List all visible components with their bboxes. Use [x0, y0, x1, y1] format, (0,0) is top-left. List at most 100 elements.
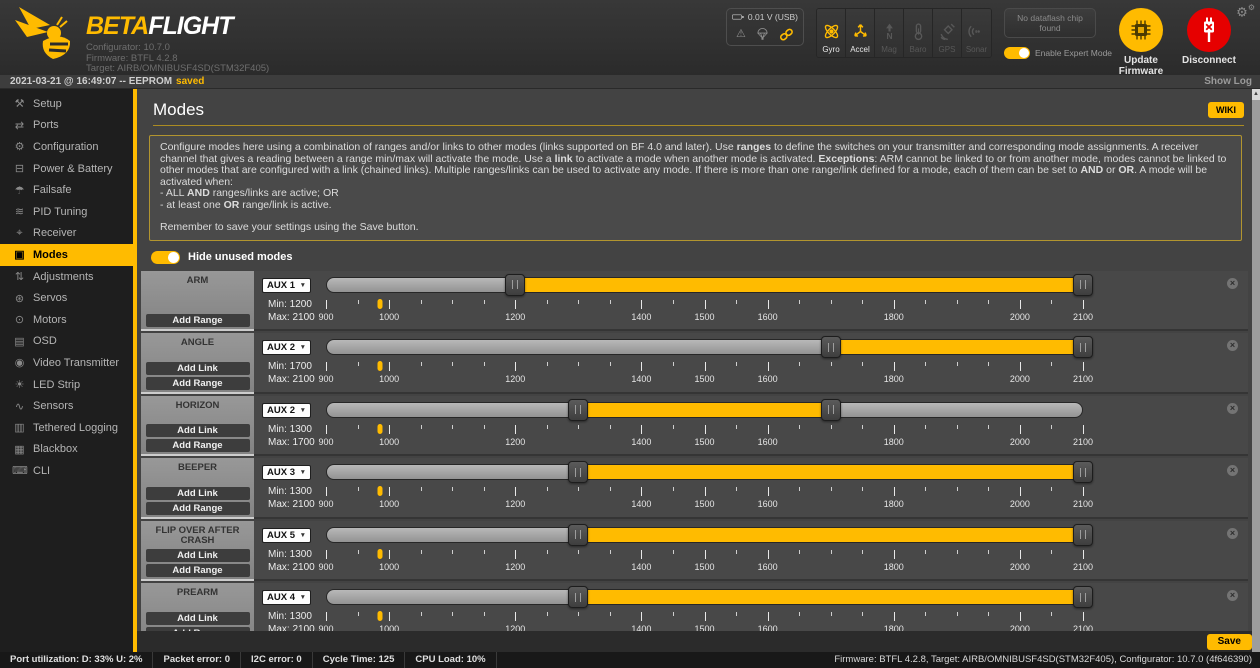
scroll-up-icon[interactable]: ▲ [1252, 89, 1260, 100]
battery-icon [732, 14, 744, 20]
add-link-button[interactable]: Add Link [145, 361, 250, 375]
slider-handle-max[interactable] [1073, 586, 1093, 608]
servos-icon: ⊛ [14, 292, 25, 305]
slider-handle-max[interactable] [1073, 461, 1093, 483]
slider-handle-min[interactable] [568, 586, 589, 608]
slider-handle-max[interactable] [1073, 273, 1093, 296]
range-slider[interactable] [326, 336, 1093, 358]
delete-range-icon[interactable]: × [1227, 277, 1238, 289]
delete-range-icon[interactable]: × [1227, 340, 1238, 351]
axis-tick [767, 612, 769, 621]
sidebar-item-failsafe[interactable]: ☂ Failsafe [0, 179, 133, 201]
sidebar-item-blackbox[interactable]: ▦ Blackbox [0, 439, 133, 461]
wiki-button[interactable]: WIKI [1208, 102, 1244, 118]
channel-value-marker [377, 361, 383, 371]
axis-tick [609, 487, 611, 491]
status-segment: Packet error: 0 [153, 652, 242, 668]
sidebar-item-ports[interactable]: ⇄ Ports [0, 115, 133, 137]
aux-channel-select[interactable]: AUX 1 ▼ [262, 277, 311, 293]
axis-tick-label: 1600 [757, 624, 778, 634]
sidebar-item-pid-tuning[interactable]: ≋ PID Tuning [0, 201, 133, 223]
slider-handle-min[interactable] [568, 398, 589, 421]
sidebar-item-receiver[interactable]: ⌖ Receiver [0, 223, 133, 245]
logo: BETAFLIGHT Configurator: 10.7.0 Firmware… [0, 0, 269, 75]
axis-tick [1019, 424, 1021, 434]
status-bar: Port utilization: D: 33% U: 2% Packet err… [0, 652, 1260, 668]
slider-handle-max[interactable] [1073, 523, 1093, 546]
aux-channel-select[interactable]: AUX 2 ▼ [262, 402, 311, 418]
axis-tick-label: 1000 [379, 311, 400, 322]
log-bar: 2021-03-21 @ 16:49:07 -- EEPROM saved Sh… [0, 75, 1260, 89]
aux-channel-select[interactable]: AUX 4 ▼ [262, 590, 311, 605]
add-range-button[interactable]: Add Range [145, 376, 250, 390]
range-slider[interactable] [326, 398, 1083, 421]
range-slider[interactable] [326, 461, 1093, 483]
vertical-scrollbar[interactable]: ▲ [1252, 89, 1260, 652]
axis-tick-label: 1600 [757, 499, 778, 509]
save-button[interactable]: Save [1206, 634, 1252, 650]
sidebar-item-cli[interactable]: ⌨ CLI [0, 460, 133, 482]
axis-tick [862, 487, 864, 491]
disconnect-button[interactable]: Disconnect [1178, 8, 1240, 66]
slider-handle-min[interactable] [505, 273, 526, 296]
sidebar-item-adjustments[interactable]: ⇅ Adjustments [0, 266, 133, 288]
cli-icon: ⌨ [12, 465, 28, 478]
delete-range-icon[interactable]: × [1227, 402, 1238, 414]
add-range-button[interactable]: Add Range [145, 564, 250, 577]
axis-tick [578, 487, 580, 491]
slider-handle-min[interactable] [568, 523, 589, 546]
sidebar-item-tethered-logging[interactable]: ▥ Tethered Logging [0, 417, 133, 439]
axis-tick-label: 1200 [505, 499, 526, 509]
sidebar-item-label: Configuration [33, 140, 99, 153]
sensor-baro: Baro [904, 9, 933, 57]
axis-tick-label: 2000 [1009, 499, 1030, 509]
hide-unused-modes-toggle[interactable] [151, 250, 180, 264]
slider-handle-min[interactable] [820, 336, 841, 358]
sidebar-item-sensors[interactable]: ∿ Sensors [0, 395, 133, 417]
aux-channel-select[interactable]: AUX 5 ▼ [262, 527, 311, 543]
delete-range-icon[interactable]: × [1227, 590, 1238, 601]
sidebar-item-servos[interactable]: ⊛ Servos [0, 287, 133, 309]
axis-tick [767, 487, 769, 496]
sidebar-item-setup[interactable]: ⚒ Setup [0, 93, 133, 115]
range-slider[interactable] [326, 586, 1093, 608]
sidebar-item-led-strip[interactable]: ☀ LED Strip [0, 374, 133, 396]
axis-tick [799, 299, 801, 304]
slider-handle-max[interactable] [1073, 336, 1093, 358]
dropdown-arrow-icon: ▼ [299, 344, 306, 351]
show-log-button[interactable]: Show Log [1204, 76, 1252, 87]
add-link-button[interactable]: Add Link [145, 611, 250, 625]
axis-tick [672, 362, 674, 366]
sidebar-item-motors[interactable]: ⊙ Motors [0, 309, 133, 331]
range-minmax: Min: 1300 Max: 2100 [268, 548, 315, 574]
axis-tick [389, 299, 391, 309]
sidebar-item-modes[interactable]: ▣ Modes [0, 244, 133, 266]
axis-tick-label: 2000 [1009, 311, 1030, 322]
slider-handle-min[interactable] [568, 461, 589, 483]
add-link-button[interactable]: Add Link [145, 549, 250, 562]
sidebar-item-osd[interactable]: ▤ OSD [0, 331, 133, 353]
range-slider[interactable] [326, 523, 1093, 546]
add-range-button[interactable]: Add Range [145, 439, 250, 452]
add-range-button[interactable]: Add Range [145, 314, 250, 327]
usb-disconnect-icon [1204, 17, 1214, 42]
sidebar-item-configuration[interactable]: ⚙ Configuration [0, 136, 133, 158]
sidebar-item-video-transmitter[interactable]: ◉ Video Transmitter [0, 352, 133, 374]
mode-row-arm: ARM Add Range AUX 1 ▼ Min: 1200 Max: 210… [141, 270, 1248, 331]
options-gear-icon[interactable]: ⚙⚙ [1236, 3, 1255, 20]
slider-handle-max[interactable] [820, 398, 841, 421]
axis-tick-label: 1800 [883, 499, 904, 509]
axis-tick [1019, 487, 1021, 496]
expert-mode-toggle[interactable] [1004, 47, 1030, 59]
sidebar-item-power-battery[interactable]: ⊟ Power & Battery [0, 158, 133, 180]
add-range-button[interactable]: Add Range [145, 501, 250, 515]
delete-range-icon[interactable]: × [1227, 527, 1238, 539]
blackbox-icon: ▦ [14, 443, 25, 456]
update-firmware-button[interactable]: Update Firmware [1110, 8, 1172, 77]
add-link-button[interactable]: Add Link [145, 486, 250, 500]
add-link-button[interactable]: Add Link [145, 424, 250, 437]
range-slider[interactable] [326, 273, 1093, 296]
aux-channel-select[interactable]: AUX 3 ▼ [262, 465, 311, 480]
aux-channel-select[interactable]: AUX 2 ▼ [262, 340, 311, 355]
delete-range-icon[interactable]: × [1227, 465, 1238, 476]
